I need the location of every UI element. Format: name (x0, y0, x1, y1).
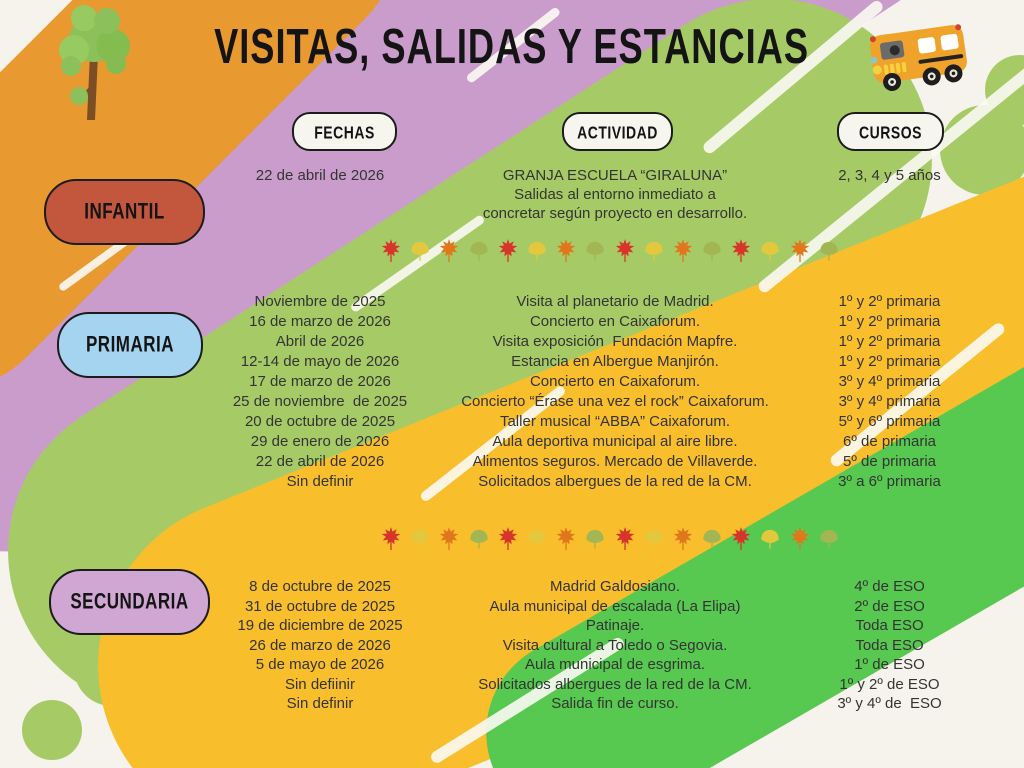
maple-leaf-icon (555, 526, 577, 552)
column-header-label: FECHAS (314, 121, 375, 142)
ginkgo-leaf-icon (526, 526, 548, 552)
maple-leaf-icon (497, 238, 519, 264)
maple-leaf-icon (555, 238, 577, 264)
maple-leaf-icon (789, 526, 811, 552)
maple-leaf-icon (789, 238, 811, 264)
section-label-secundaria: SECUNDARIA (49, 569, 210, 635)
maple-leaf-icon (438, 526, 460, 552)
maple-leaf-icon (380, 526, 402, 552)
ginkgo-leaf-icon (468, 238, 490, 264)
ginkgo-leaf-icon (759, 238, 781, 264)
column-header-actividad: ACTIVIDAD (562, 112, 673, 151)
ginkgo-leaf-icon (468, 526, 490, 552)
ginkgo-leaf-icon (526, 238, 548, 264)
section-label-text: SECUNDARIA (70, 589, 189, 614)
ginkgo-leaf-icon (584, 526, 606, 552)
maple-leaf-icon (614, 238, 636, 264)
section-label-text: PRIMARIA (85, 332, 175, 357)
ginkgo-leaf-icon (643, 238, 665, 264)
primaria-fechas: Noviembre de 2025 16 de marzo de 2026 Ab… (232, 293, 408, 490)
ginkgo-leaf-icon (759, 526, 781, 552)
secundaria-fechas: 8 de octubre de 2025 31 de octubre de 20… (237, 578, 403, 712)
maple-leaf-icon (380, 238, 402, 264)
ginkgo-leaf-icon (584, 238, 606, 264)
leaf-divider (380, 237, 840, 265)
column-header-cursos: CURSOS (837, 112, 944, 151)
ginkgo-leaf-icon (701, 238, 723, 264)
column-header-label: ACTIVIDAD (577, 121, 658, 142)
tree-icon (52, 4, 136, 129)
ginkgo-leaf-icon (409, 238, 431, 264)
secundaria-actividades: Madrid Galdosiano. Aula municipal de esc… (478, 578, 752, 712)
infantil-fechas: 22 de abril de 2026 (255, 167, 385, 184)
maple-leaf-icon (672, 526, 694, 552)
primaria-actividades: Visita al planetario de Madrid. Conciert… (461, 293, 769, 490)
section-label-infantil: INFANTIL (44, 179, 205, 245)
column-header-fechas: FECHAS (292, 112, 397, 151)
secundaria-cursos: 4º de ESO 2º de ESO Toda ESO Toda ESO 1º… (837, 578, 942, 712)
section-label-primaria: PRIMARIA (57, 312, 203, 378)
infantil-cursos: 2, 3, 4 y 5 años (838, 167, 941, 184)
maple-leaf-icon (730, 238, 752, 264)
ginkgo-leaf-icon (818, 238, 840, 264)
column-header-label: CURSOS (859, 121, 922, 142)
infantil-actividades: GRANJA ESCUELA “GIRALUNA” Salidas al ent… (482, 167, 748, 222)
maple-leaf-icon (438, 238, 460, 264)
maple-leaf-icon (497, 526, 519, 552)
maple-leaf-icon (614, 526, 636, 552)
ginkgo-leaf-icon (643, 526, 665, 552)
school-bus-icon (858, 12, 980, 109)
maple-leaf-icon (672, 238, 694, 264)
leaf-divider (380, 525, 840, 553)
section-label-text: INFANTIL (84, 199, 165, 224)
page-title: VISITAS, SALIDAS Y ESTANCIAS (214, 19, 810, 74)
ginkgo-leaf-icon (818, 526, 840, 552)
primaria-cursos: 1º y 2º primaria 1º y 2º primaria 1º y 2… (838, 293, 941, 490)
green-brush-blob (22, 700, 82, 760)
maple-leaf-icon (730, 526, 752, 552)
ginkgo-leaf-icon (701, 526, 723, 552)
ginkgo-leaf-icon (409, 526, 431, 552)
